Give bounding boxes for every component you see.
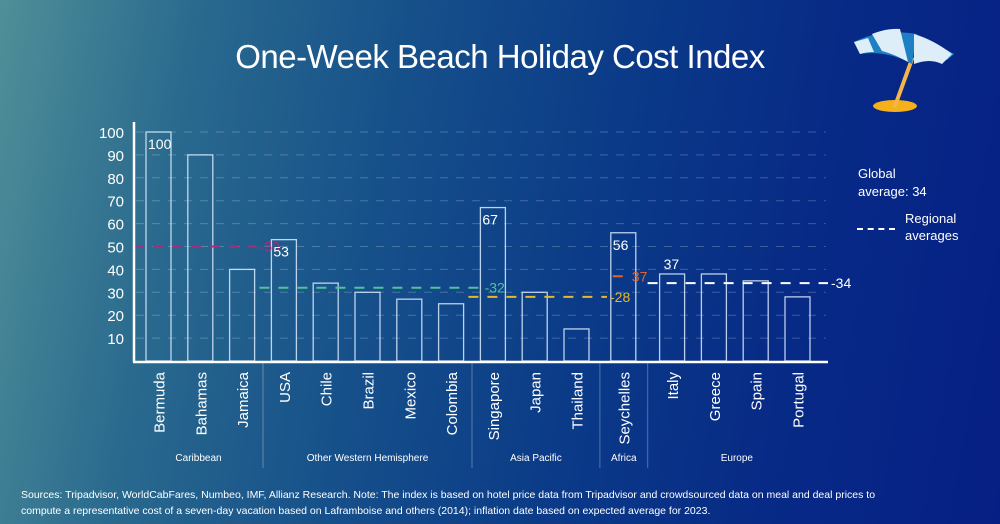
group-labels: Caribbean Other Western Hemisphere Asia Pa…	[175, 362, 753, 468]
x-tick-label: Spain	[749, 372, 766, 410]
footnote-line1: Sources: Tripadvisor, WorldCabFares, Num…	[21, 489, 876, 501]
chart-title: One-Week Beach Holiday Cost Index	[235, 38, 765, 75]
legend-dash-line	[857, 228, 895, 230]
average-label: -34	[831, 275, 851, 291]
beach-umbrella-icon	[854, 28, 954, 112]
bar-colombia	[437, 303, 465, 362]
data-label: 37	[664, 256, 680, 272]
legend-regional-averages: Regional averages	[905, 210, 958, 244]
y-tick-label: 90	[107, 148, 124, 165]
x-tick-label: Mexico	[402, 372, 419, 420]
group-label: Europe	[721, 453, 754, 464]
y-axis-ticks: 10 20 30 40 50 60 70 80 90 100	[99, 125, 124, 348]
y-tick-label: 100	[99, 125, 124, 142]
bar-thailand	[563, 328, 590, 362]
y-tick-label: 40	[107, 262, 124, 279]
y-tick-label: 20	[107, 308, 124, 325]
data-label: 67	[482, 212, 498, 228]
average-label: -28	[610, 289, 630, 305]
y-tick-label: 60	[107, 217, 124, 234]
group-label: Africa	[611, 453, 637, 464]
x-tick-label: Japan	[528, 372, 545, 413]
x-tick-label: Chile	[319, 372, 336, 406]
bar-chile	[312, 282, 339, 362]
bar-greece	[700, 273, 728, 362]
y-tick-label: 30	[107, 285, 124, 302]
x-tick-label: Colombia	[444, 371, 461, 435]
average-label: -50	[260, 239, 280, 255]
group-label: Other Western Hemisphere	[307, 453, 429, 464]
x-tick-label: Portugal	[791, 372, 808, 428]
x-tick-label: Bermuda	[152, 371, 169, 433]
bar-spain	[742, 280, 769, 362]
footnote-line2: compute a representative cost of a seven…	[21, 505, 711, 517]
x-tick-label: Jamaica	[235, 371, 252, 428]
x-tick-label: Singapore	[486, 372, 503, 440]
x-tick-label: Bahamas	[193, 372, 210, 435]
data-labels: 100 53 67 56 37	[148, 136, 679, 272]
bar-bahamas	[187, 154, 214, 362]
legend-global-average: Global average: 34	[858, 165, 927, 201]
group-label: Caribbean	[175, 453, 221, 464]
x-tick-label: Brazil	[361, 372, 378, 410]
bar-italy	[658, 273, 686, 362]
legend-regional-line1: Regional	[905, 211, 957, 226]
bar-portugal	[784, 296, 811, 362]
x-tick-label: Greece	[707, 372, 724, 421]
x-tick-label: Italy	[665, 372, 682, 400]
bar-mexico	[396, 298, 423, 362]
group-label: Asia Pacific	[510, 453, 562, 464]
legend-regional-line2: averages	[905, 228, 959, 243]
data-label: 53	[273, 244, 289, 260]
legend-global-line1: Global	[858, 166, 896, 181]
bar-brazil	[354, 291, 381, 362]
average-label: -32	[485, 280, 505, 296]
x-tick-label: Thailand	[570, 372, 587, 430]
legend-global-line2: average: 34	[858, 184, 927, 199]
y-tick-label: 80	[107, 171, 124, 188]
y-tick-label: 50	[107, 240, 124, 257]
data-label: 56	[613, 237, 629, 253]
x-axis-labels: Bermuda Bahamas Jamaica USA Chile Brazil Mexic…	[152, 371, 808, 444]
x-tick-label: USA	[277, 372, 294, 403]
bar-japan	[521, 291, 548, 362]
average-label: 37	[632, 268, 648, 284]
x-tick-label: Seychelles	[616, 372, 633, 445]
y-tick-label: 70	[107, 194, 124, 211]
footnote: Sources: Tripadvisor, WorldCabFares, Num…	[21, 487, 961, 519]
y-tick-label: 10	[107, 331, 124, 348]
data-label: 100	[148, 136, 172, 152]
